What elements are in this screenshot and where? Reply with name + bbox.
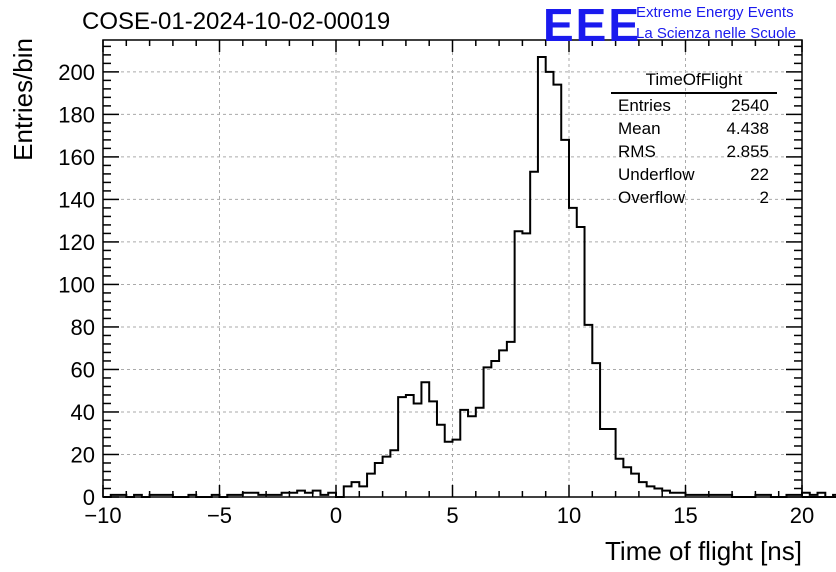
x-tick-label: −10 bbox=[84, 503, 121, 528]
stats-value: 2 bbox=[759, 188, 769, 207]
histogram-bin bbox=[491, 361, 499, 497]
y-tick-label: 0 bbox=[83, 485, 95, 510]
stats-value: 22 bbox=[750, 165, 769, 184]
histogram-bin bbox=[561, 140, 569, 497]
logo-line-1: Extreme Energy Events bbox=[636, 4, 794, 21]
y-tick-label: 120 bbox=[58, 230, 95, 255]
histogram-bin bbox=[522, 233, 530, 497]
stats-value: 4.438 bbox=[726, 119, 769, 138]
histogram-bin bbox=[616, 459, 624, 497]
histogram-bin bbox=[390, 450, 398, 497]
stats-value: 2.855 bbox=[726, 142, 769, 161]
histogram-bin bbox=[499, 350, 507, 497]
y-tick-label: 60 bbox=[71, 357, 95, 382]
histogram-bin bbox=[352, 482, 360, 497]
x-tick-label: 20 bbox=[790, 503, 814, 528]
stats-value: 2540 bbox=[731, 96, 769, 115]
histogram-bin bbox=[592, 363, 600, 497]
histogram-bin bbox=[406, 395, 414, 497]
y-tick-label: 140 bbox=[58, 187, 95, 212]
stats-row-underflow: Underflow 22 bbox=[611, 163, 777, 186]
histogram-bin bbox=[468, 416, 476, 497]
histogram-bin bbox=[429, 401, 437, 497]
histogram-bin bbox=[375, 463, 383, 497]
stats-row-mean: Mean 4.438 bbox=[611, 117, 777, 140]
x-tick-label: −5 bbox=[207, 503, 232, 528]
y-tick-label: 160 bbox=[58, 145, 95, 170]
histogram-bin bbox=[515, 231, 523, 497]
histogram-bin bbox=[437, 425, 445, 497]
histogram-bin bbox=[639, 482, 647, 497]
histogram-bin bbox=[818, 493, 826, 497]
x-tick-label: 5 bbox=[446, 503, 458, 528]
x-axis-label: Time of flight [ns] bbox=[605, 536, 802, 566]
stats-label: Entries bbox=[618, 96, 671, 115]
histogram-bin bbox=[476, 408, 484, 497]
histogram-bin bbox=[662, 491, 670, 497]
y-tick-label: 20 bbox=[71, 442, 95, 467]
histogram-bin bbox=[608, 429, 616, 497]
histogram-bin bbox=[484, 367, 492, 497]
x-tick-label: 15 bbox=[673, 503, 697, 528]
histogram-bin bbox=[585, 325, 593, 497]
eee-logo: EEE bbox=[543, 0, 642, 51]
histogram-bin bbox=[383, 457, 391, 497]
stats-label: Mean bbox=[618, 119, 661, 138]
histogram-bin bbox=[654, 488, 662, 497]
y-tick-label: 40 bbox=[71, 400, 95, 425]
y-axis-label: Entries/bin bbox=[8, 38, 38, 161]
y-tick-label: 200 bbox=[58, 60, 95, 85]
histogram-bin bbox=[553, 85, 561, 497]
y-tick-label: 80 bbox=[71, 315, 95, 340]
histogram-bin bbox=[538, 57, 546, 497]
stats-box: TimeOfFlight Entries 2540 Mean 4.438 RMS… bbox=[611, 70, 777, 209]
stats-label: Underflow bbox=[618, 165, 695, 184]
histogram-bin bbox=[359, 486, 367, 497]
histogram-bin bbox=[460, 410, 468, 497]
histogram-bin bbox=[414, 403, 422, 497]
histogram-bin bbox=[507, 342, 515, 497]
histogram-bin bbox=[398, 397, 406, 497]
logo-line-2: La Scienza nelle Scuole bbox=[636, 25, 797, 42]
stats-row-overflow: Overflow 2 bbox=[611, 186, 777, 209]
chart-title: COSE-01-2024-10-02-00019 bbox=[82, 8, 391, 35]
histogram-bin bbox=[546, 72, 554, 497]
stats-box-title: TimeOfFlight bbox=[611, 70, 777, 94]
histogram-bin bbox=[530, 172, 538, 497]
stats-row-rms: RMS 2.855 bbox=[611, 140, 777, 163]
histogram-bin bbox=[297, 491, 305, 497]
histogram-bin bbox=[445, 442, 453, 497]
histogram-bin bbox=[647, 486, 655, 497]
x-tick-label: 0 bbox=[330, 503, 342, 528]
histogram-bin bbox=[344, 486, 352, 497]
histogram-bin bbox=[367, 474, 375, 497]
histogram-bin bbox=[802, 493, 810, 497]
histogram-bin bbox=[313, 491, 321, 497]
x-tick-label: 10 bbox=[557, 503, 581, 528]
histogram-bin bbox=[577, 227, 585, 497]
axis-ticks bbox=[102, 40, 803, 498]
stats-label: RMS bbox=[618, 142, 656, 161]
y-tick-label: 100 bbox=[58, 272, 95, 297]
histogram-bin bbox=[600, 429, 608, 497]
histogram-bin bbox=[631, 474, 639, 497]
y-tick-label: 180 bbox=[58, 102, 95, 127]
histogram-bin bbox=[569, 208, 577, 497]
histogram-bin bbox=[453, 440, 461, 497]
stats-row-entries: Entries 2540 bbox=[611, 94, 777, 117]
histogram-bin bbox=[810, 495, 818, 497]
stats-label: Overflow bbox=[618, 188, 686, 207]
grid-lines bbox=[103, 40, 802, 497]
histogram-bin bbox=[421, 382, 429, 497]
histogram-bin bbox=[623, 467, 631, 497]
